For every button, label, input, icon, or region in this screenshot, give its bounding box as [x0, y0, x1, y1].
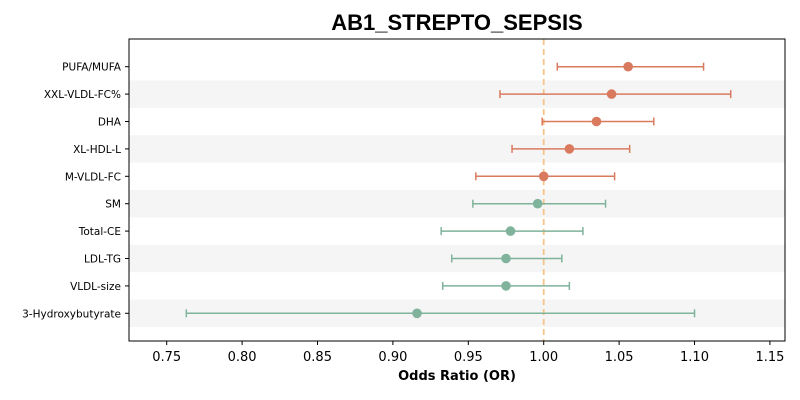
- y-tick-label: XXL-VLDL-FC%: [44, 89, 121, 101]
- x-tick-label: 1.00: [529, 350, 558, 365]
- forest-row: [440, 226, 584, 236]
- y-tick-label: SM: [105, 199, 121, 211]
- data-rows: [185, 61, 732, 319]
- chart-title: AB1_STREPTO_SEPSIS: [331, 10, 582, 35]
- or-point: [532, 198, 543, 209]
- forest-row: [556, 61, 705, 72]
- plot-frame: [128, 38, 786, 342]
- y-tick-label: PUFA/MUFA: [62, 62, 122, 74]
- row-bands: [129, 80, 785, 327]
- y-tick-label: LDL-TG: [84, 254, 121, 266]
- row-band: [129, 190, 785, 218]
- y-tick-label: Total-CE: [78, 226, 121, 238]
- y-axis: PUFA/MUFA XXL-VLDL-FC% DHA XL-HDL-L M-VLDL-F…: [22, 62, 129, 320]
- y-tick-label: M-VLDL-FC: [65, 171, 121, 183]
- forest-row: [185, 308, 696, 319]
- or-point: [606, 89, 617, 99]
- x-tick-label: 0.90: [378, 350, 407, 365]
- forest-row: [541, 116, 655, 127]
- forest-row: [441, 281, 571, 291]
- x-tick-label: 1.05: [605, 350, 634, 365]
- or-point: [412, 308, 422, 319]
- y-tick-label: 3-Hydroxybutyrate: [22, 308, 121, 320]
- x-axis: 0.75 0.80 0.85 0.90 0.95 1.00 1.05 1.10 1.15: [152, 341, 784, 365]
- x-tick-label: 1.15: [755, 350, 784, 365]
- x-tick-label: 0.75: [152, 350, 181, 365]
- or-point: [538, 171, 549, 182]
- x-tick-label: 0.95: [454, 350, 483, 365]
- or-point: [501, 281, 511, 291]
- or-point: [591, 116, 602, 127]
- x-tick-label: 0.85: [303, 350, 332, 365]
- y-tick-label: VLDL-size: [70, 281, 121, 293]
- x-tick-label: 0.80: [228, 350, 257, 365]
- x-axis-label: Odds Ratio (OR): [398, 369, 516, 384]
- x-tick-label: 1.10: [680, 350, 709, 365]
- y-tick-label: XL-HDL-L: [73, 144, 121, 156]
- row-band: [129, 135, 785, 163]
- or-point: [505, 226, 516, 236]
- or-point: [623, 61, 633, 72]
- or-point: [501, 253, 511, 264]
- y-tick-label: DHA: [98, 117, 122, 129]
- forest-row: [450, 253, 563, 264]
- forest-row: [499, 89, 732, 99]
- forest-row: [511, 144, 631, 154]
- forest-row: [475, 171, 616, 182]
- forest-row: [472, 198, 607, 209]
- or-point: [564, 144, 575, 154]
